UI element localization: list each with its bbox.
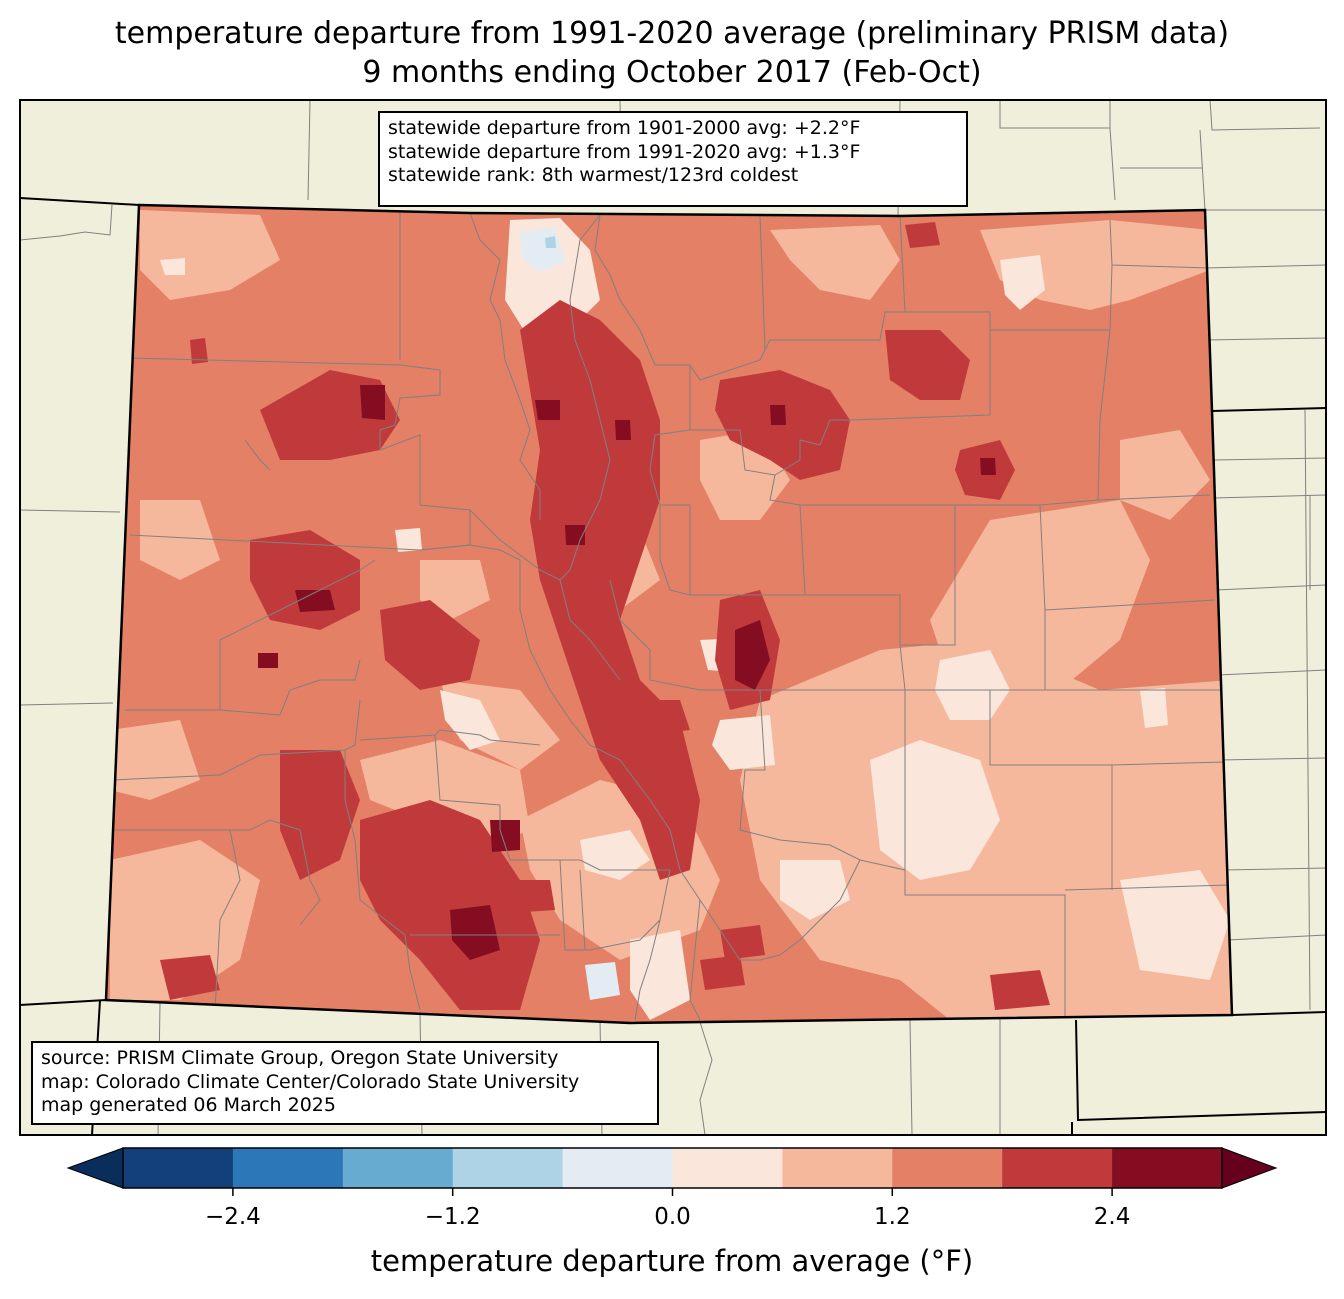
colorbar-bin <box>1112 1148 1223 1188</box>
map-title-line1: temperature departure from 1991-2020 ave… <box>114 16 1230 51</box>
colorbar-tick-label: 2.4 <box>1093 1204 1131 1230</box>
colorbar-bin <box>452 1148 564 1188</box>
colorbar-bin <box>892 1148 1003 1188</box>
source-line-3: map generated 06 March 2025 <box>41 1094 336 1116</box>
source-line-1: source: PRISM Climate Group, Oregon Stat… <box>41 1047 559 1069</box>
map-frame <box>19 99 1327 1136</box>
colorbar-under-arrow <box>66 1147 124 1189</box>
colorbar-tick-label: 0.0 <box>654 1204 691 1230</box>
statewide-stats-box: statewide departure from 1901-2000 avg: … <box>378 111 968 207</box>
colorbar-bin <box>123 1148 234 1188</box>
colorbar-bin <box>1002 1148 1113 1188</box>
colorbar-tick-label: −2.4 <box>204 1204 261 1230</box>
source-line-2: map: Colorado Climate Center/Colorado St… <box>41 1070 580 1093</box>
colorbar-over-arrow <box>1221 1147 1278 1189</box>
colorbar-label: temperature departure from average (°F) <box>370 1244 974 1278</box>
field-band-3.0-3.6 <box>258 385 996 960</box>
stats-line-1: statewide departure from 1901-2000 avg: … <box>388 117 861 139</box>
stats-line-3: statewide rank: 8th warmest/123rd coldes… <box>388 164 799 186</box>
colorbar-bin <box>562 1148 673 1188</box>
colorado-border <box>104 203 1234 1025</box>
source-box: source: PRISM Climate Group, Oregon Stat… <box>31 1041 659 1125</box>
colorbar-tick-label: −1.2 <box>424 1204 481 1230</box>
colorbar <box>66 1147 1278 1196</box>
colorbar-bin <box>782 1148 893 1188</box>
field-band-2.4-3.0 <box>160 222 1050 1010</box>
temperature-field <box>106 205 1232 1023</box>
field-band-neg1.2-neg0.6 <box>545 236 556 248</box>
colorbar-bin <box>232 1148 344 1188</box>
colorbar-tick-label: 1.2 <box>874 1204 911 1230</box>
colorbar-bin <box>342 1148 454 1188</box>
stats-line-2: statewide departure from 1991-2020 avg: … <box>388 140 861 163</box>
map-title-line2: 9 months ending October 2017 (Feb-Oct) <box>362 55 982 90</box>
colorado-county-lines <box>111 212 1231 1021</box>
colorbar-bin <box>672 1148 783 1188</box>
